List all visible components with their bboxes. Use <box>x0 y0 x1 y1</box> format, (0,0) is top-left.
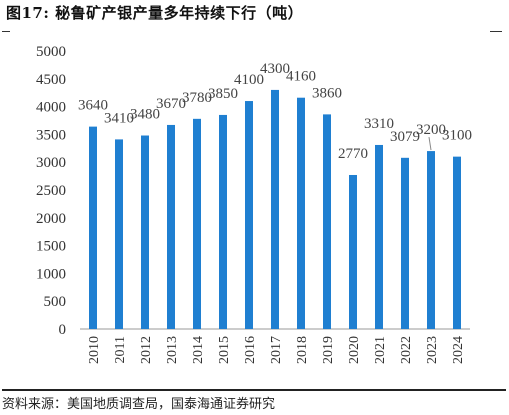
data-label-2014: 3780 <box>182 90 212 106</box>
y-axis: 0 500 1000 1500 2000 2500 3000 3500 4000 4500 5000 <box>36 44 66 338</box>
bar-chart: 0 500 1000 1500 2000 2500 3000 3500 4000 4500 5000… <box>36 44 472 364</box>
bar-2016 <box>245 101 253 329</box>
bar-2010 <box>89 126 97 329</box>
bar-2012 <box>141 135 149 329</box>
x-tick-label-2021: 2021 <box>373 336 388 364</box>
x-tick-label-2013: 2013 <box>165 336 180 364</box>
bar-2023 <box>427 151 435 329</box>
bar-2021 <box>375 144 383 329</box>
bar-2018 <box>297 97 305 329</box>
data-labels: 3640341034803670378038504100430041603860… <box>78 61 472 162</box>
data-label-2020: 2770 <box>338 146 368 162</box>
data-label-2017: 4300 <box>260 61 290 77</box>
y-tick-label: 3000 <box>36 155 66 171</box>
x-tick-label-2015: 2015 <box>217 336 232 364</box>
y-tick-label: 4500 <box>36 72 66 88</box>
x-tick-label-2023: 2023 <box>425 336 440 364</box>
bar-2013 <box>167 124 175 329</box>
bottom-rule <box>2 389 506 391</box>
data-label-2018: 4160 <box>286 69 316 85</box>
bar-2020 <box>349 174 357 329</box>
bar-2015 <box>219 114 227 329</box>
x-tick-label-2019: 2019 <box>321 336 336 364</box>
bar-2017 <box>271 89 279 329</box>
data-label-2012: 3480 <box>130 107 160 123</box>
x-tick-label-2011: 2011 <box>113 336 128 363</box>
data-label-2016: 4100 <box>234 72 264 88</box>
y-tick-label: 2500 <box>36 183 66 199</box>
data-label-2023: 3200 <box>416 122 446 138</box>
y-tick-label: 3500 <box>36 127 66 143</box>
data-label-2022: 3079 <box>390 129 420 145</box>
bar-2011 <box>115 139 123 329</box>
bar-2022 <box>401 157 409 329</box>
data-label-2013: 3670 <box>156 96 186 112</box>
y-tick-label: 2000 <box>36 211 66 227</box>
x-tick-label-2020: 2020 <box>347 336 362 364</box>
bars <box>89 89 461 329</box>
x-tick-label-2016: 2016 <box>243 336 258 364</box>
data-label-2015: 3850 <box>208 86 238 102</box>
y-tick-label: 5000 <box>36 44 66 60</box>
y-tick-label: 4000 <box>36 100 66 116</box>
data-label-2021: 3310 <box>364 116 394 132</box>
bar-2024 <box>453 156 461 329</box>
source-note: 资料来源：美国地质调查局，国泰海通证券研究 <box>2 397 276 412</box>
data-label-2019: 3860 <box>312 85 342 101</box>
x-tick-label-2022: 2022 <box>399 336 414 364</box>
y-tick-label: 1000 <box>36 266 66 282</box>
x-tick-label-2010: 2010 <box>87 336 102 364</box>
top-rule-right <box>490 31 502 32</box>
bar-2014 <box>193 118 201 329</box>
data-label-2011: 3410 <box>104 110 134 126</box>
x-tick-label-2024: 2024 <box>451 336 466 364</box>
data-label-2010: 3640 <box>78 98 108 114</box>
data-label-2024: 3100 <box>442 128 472 144</box>
y-tick-label: 500 <box>44 294 67 310</box>
x-axis: 2010 2011 2012 2013 2014 2015 2016 2017 2018 2019… <box>87 336 466 364</box>
bar-2019 <box>323 114 331 329</box>
y-tick-label: 0 <box>59 322 67 338</box>
x-tick-label-2012: 2012 <box>139 336 154 364</box>
leader-line-2023 <box>428 137 432 151</box>
x-tick-label-2014: 2014 <box>191 336 206 364</box>
top-rule-left <box>2 31 10 32</box>
x-tick-label-2018: 2018 <box>295 336 310 364</box>
chart-title: 图17: 秘鲁矿产银产量多年持续下行（吨） <box>6 4 304 22</box>
y-tick-label: 1500 <box>36 239 66 255</box>
x-tick-label-2017: 2017 <box>269 336 284 364</box>
